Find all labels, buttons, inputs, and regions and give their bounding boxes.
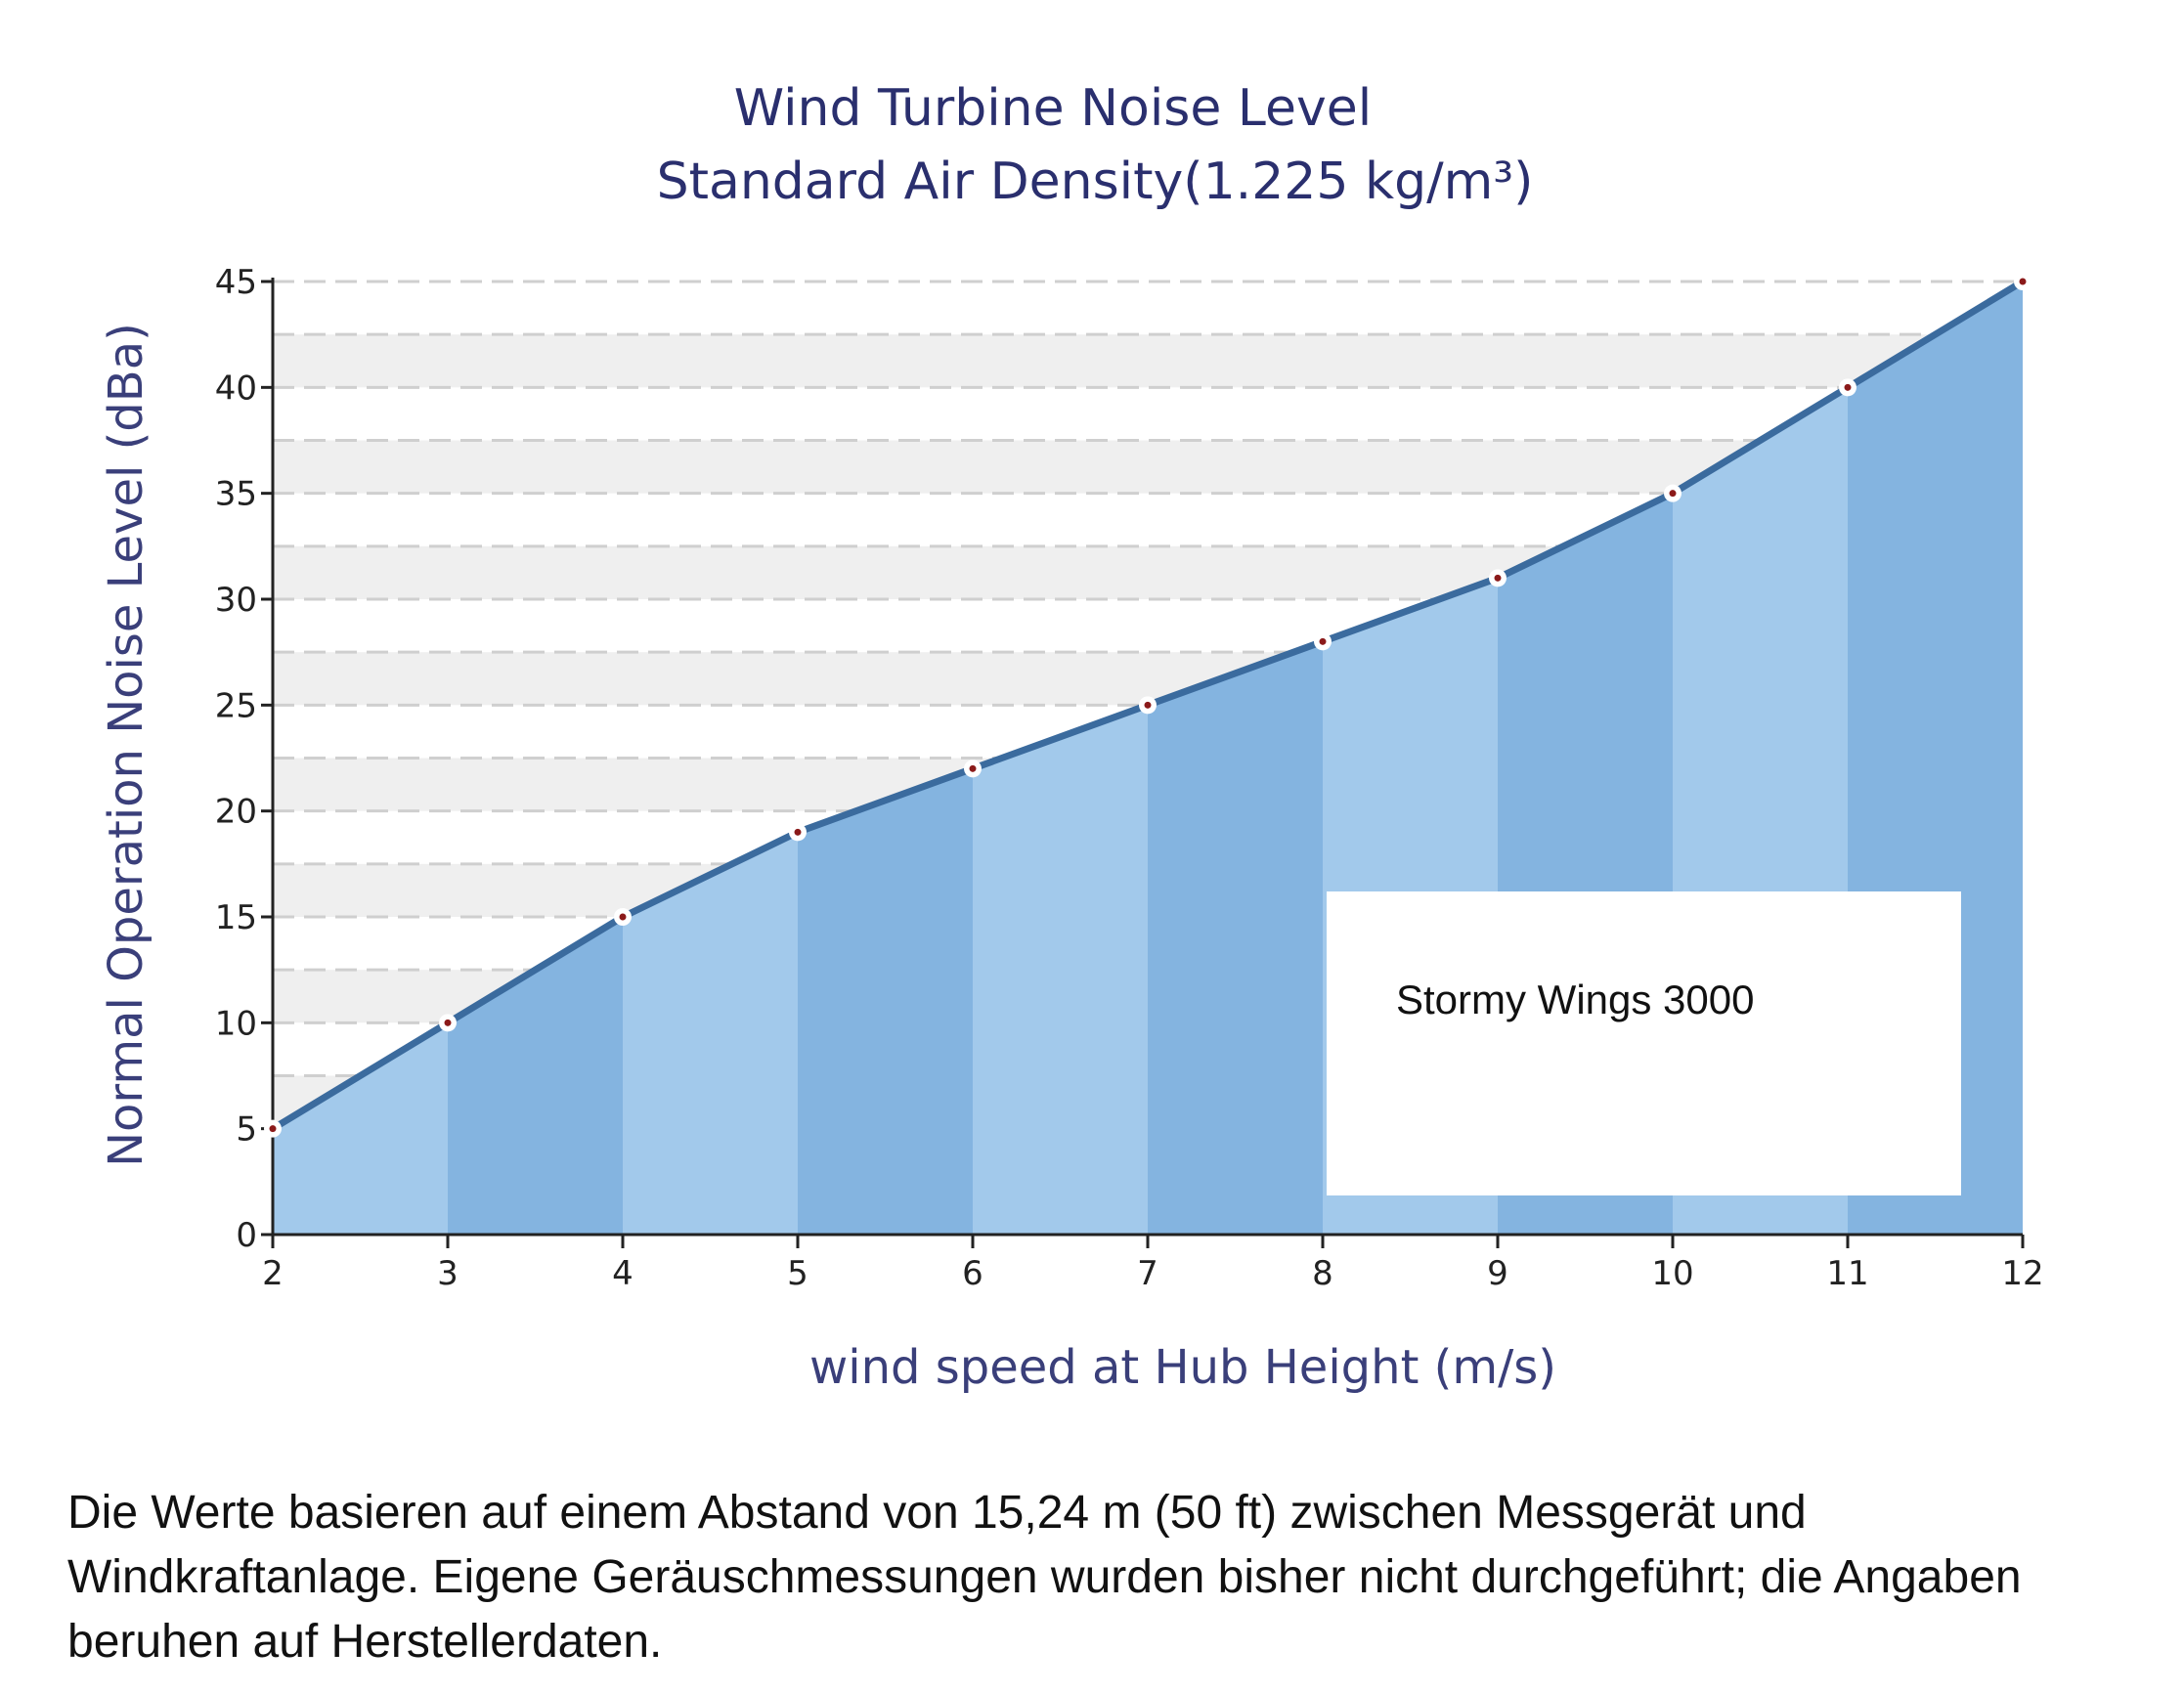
- data-point-center: [969, 764, 977, 772]
- data-point-center: [2019, 278, 2027, 285]
- y-tick-label: 45: [215, 263, 257, 302]
- x-tick-label: 4: [612, 1254, 633, 1293]
- x-tick-label: 10: [1651, 1254, 1693, 1293]
- x-tick-label: 6: [962, 1254, 983, 1293]
- x-tick-label: 9: [1487, 1254, 1508, 1293]
- chart-subtitle: Standard Air Density(1.225 kg/m³): [657, 152, 1534, 211]
- y-tick-label: 0: [236, 1216, 257, 1255]
- data-point-center: [1844, 383, 1852, 391]
- data-point-center: [619, 913, 627, 921]
- y-tick-label: 35: [215, 475, 257, 514]
- area-segment: [973, 705, 1148, 1235]
- area-segment: [448, 917, 623, 1235]
- y-tick-label: 10: [215, 1004, 257, 1043]
- area-segment: [623, 832, 798, 1235]
- area-segment: [273, 1022, 448, 1235]
- data-point-center: [1494, 574, 1502, 582]
- x-tick-label: 7: [1137, 1254, 1158, 1293]
- x-tick-label: 3: [437, 1254, 459, 1293]
- chart-title: Wind Turbine Noise Level: [734, 79, 1372, 138]
- x-tick-label: 8: [1312, 1254, 1333, 1293]
- y-tick-label: 30: [215, 581, 257, 620]
- data-point-center: [1669, 490, 1677, 498]
- data-point-center: [794, 828, 802, 836]
- annotation-box: [1327, 891, 1961, 1195]
- grid-band: [273, 334, 2023, 388]
- area-segment: [1148, 641, 1323, 1235]
- data-point-center: [1319, 637, 1327, 645]
- data-point-center: [1144, 701, 1152, 709]
- x-tick-label: 5: [787, 1254, 808, 1293]
- x-tick-label: 2: [262, 1254, 284, 1293]
- x-axis-label: wind speed at Hub Height (m/s): [809, 1340, 1556, 1395]
- y-tick-label: 15: [215, 898, 257, 937]
- x-tick-label: 12: [2001, 1254, 2043, 1293]
- x-tick-label: 11: [1826, 1254, 1868, 1293]
- area-segment: [798, 768, 973, 1235]
- y-tick-label: 20: [215, 793, 257, 832]
- annotation-text: Stormy Wings 3000: [1396, 977, 1754, 1022]
- data-point-center: [269, 1125, 277, 1133]
- y-tick-label: 25: [215, 686, 257, 725]
- y-tick-label: 40: [215, 369, 257, 408]
- y-tick-label: 5: [236, 1110, 257, 1150]
- data-point-center: [444, 1019, 452, 1026]
- y-axis-label: Normal Operation Noise Level (dBa): [99, 323, 153, 1167]
- footnote: Die Werte basieren auf einem Abstand von…: [67, 1487, 2022, 1668]
